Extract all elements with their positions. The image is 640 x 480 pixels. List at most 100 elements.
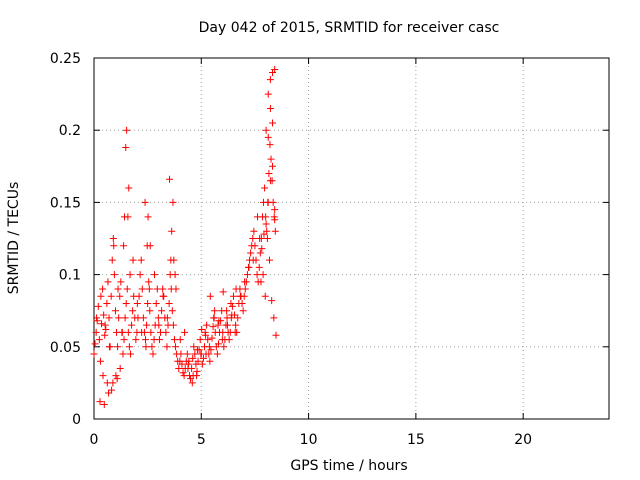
data-point (184, 364, 192, 372)
data-point (138, 285, 146, 293)
data-point (123, 285, 131, 293)
data-point (109, 235, 117, 242)
data-point (238, 299, 246, 307)
data-point (220, 343, 228, 351)
data-point (269, 162, 277, 170)
data-point (108, 256, 116, 264)
data-point (128, 321, 136, 329)
data-point (136, 271, 144, 279)
grid-lines (94, 58, 609, 419)
data-point (215, 317, 223, 325)
data-point (227, 299, 235, 307)
x-tick-label: 10 (300, 432, 318, 448)
data-point (254, 213, 262, 221)
data-point (133, 299, 141, 307)
data-point (183, 350, 191, 358)
data-point (207, 346, 215, 354)
plot-frame (93, 57, 610, 420)
data-point (214, 340, 222, 348)
data-point (198, 325, 206, 333)
data-point (118, 328, 126, 336)
data-point (241, 278, 249, 286)
data-point (185, 357, 193, 365)
data-point (101, 321, 109, 329)
data-point (210, 314, 218, 322)
data-point (253, 271, 261, 279)
data-point (264, 90, 272, 98)
axis-ticks: 0 5 10 15 20 0 0.05 0.1 0.15 0.2 0.25 (50, 51, 609, 448)
data-point (105, 343, 113, 351)
data-point (90, 350, 98, 358)
data-point (143, 321, 151, 329)
data-point (166, 175, 174, 183)
data-point (99, 285, 107, 293)
data-point (117, 278, 125, 286)
data-point (247, 249, 255, 257)
data-point (232, 285, 240, 293)
data-point (124, 213, 132, 221)
data-point (197, 350, 205, 358)
data-point (142, 343, 150, 351)
data-point (151, 271, 159, 279)
data-point (121, 314, 129, 322)
data-point (272, 331, 280, 339)
data-point (145, 285, 153, 293)
data-point (137, 256, 145, 264)
data-point (162, 328, 170, 336)
data-point (239, 307, 247, 315)
data-point (169, 321, 177, 329)
data-point (93, 317, 101, 325)
data-point (143, 242, 151, 250)
data-point (129, 307, 137, 315)
data-point (125, 343, 133, 351)
data-point (177, 350, 185, 358)
data-point (110, 271, 118, 279)
data-point (123, 126, 131, 134)
data-point (144, 299, 152, 307)
data-point (159, 292, 167, 300)
data-point (105, 389, 113, 397)
data-point (92, 328, 100, 336)
data-point (120, 336, 128, 344)
data-point (122, 299, 130, 307)
data-point (219, 288, 227, 296)
data-point (228, 302, 236, 310)
data-point (96, 357, 104, 365)
data-point (256, 235, 264, 242)
data-point (243, 271, 251, 279)
data-point (257, 278, 265, 286)
data-point (189, 354, 197, 362)
data-point (96, 398, 104, 406)
data-point (232, 321, 240, 329)
data-point (262, 126, 270, 134)
data-point (148, 343, 156, 351)
data-point (231, 328, 239, 336)
data-point (155, 336, 163, 344)
y-axis-label: SRMTID / TECUs (6, 182, 22, 295)
data-point (116, 292, 124, 300)
data-point (193, 372, 201, 380)
data-point (97, 292, 105, 300)
data-point (241, 285, 249, 293)
data-point (163, 314, 171, 322)
data-point (190, 343, 198, 351)
data-point (270, 314, 278, 322)
data-point (193, 346, 201, 354)
data-point (171, 271, 179, 279)
data-point (144, 213, 152, 221)
data-point (218, 336, 226, 344)
data-point (206, 357, 214, 365)
data-point (258, 245, 266, 253)
data-point (132, 336, 140, 344)
data-point (168, 227, 176, 235)
data-point (262, 213, 270, 221)
data-points (90, 66, 280, 409)
y-tick-label: 0.05 (50, 340, 81, 356)
data-point (262, 220, 270, 228)
data-point (256, 249, 264, 257)
data-point (113, 375, 121, 383)
data-point (111, 307, 119, 315)
data-point (112, 372, 120, 380)
data-point (169, 198, 177, 206)
